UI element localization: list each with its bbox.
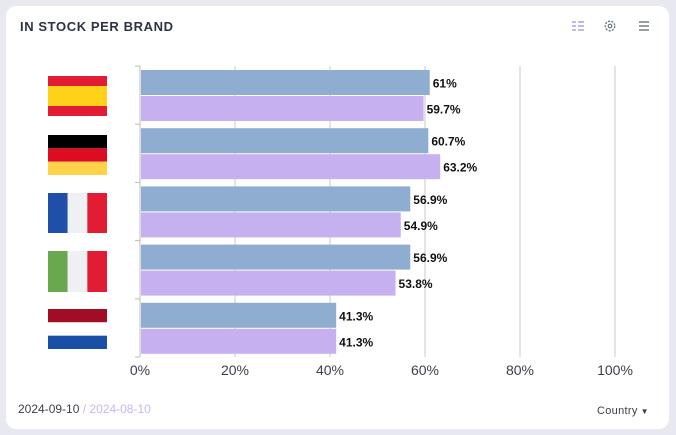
flag-stripe — [48, 135, 107, 149]
bar — [141, 96, 424, 121]
bar — [141, 302, 337, 328]
data-label: 54.9% — [404, 219, 438, 233]
dimension-dropdown[interactable]: Country ▼ — [597, 405, 649, 417]
bar — [141, 328, 337, 354]
flag-stripe — [48, 106, 107, 116]
flag-stripe — [67, 251, 88, 292]
spain-flag-icon — [48, 76, 107, 116]
date-separator: / — [82, 402, 87, 416]
bar — [141, 70, 430, 95]
bar-chart: 61% 59.7% 60.7% 63.2% 56.9% 54.9% 56.9% 53.8% 41… — [48, 65, 633, 378]
flag-stripe — [48, 76, 107, 86]
flag-stripe — [48, 322, 107, 336]
x-tick-label: 0% — [130, 362, 150, 378]
data-label: 60.7% — [431, 135, 465, 149]
hamburger-menu-icon[interactable] — [636, 18, 652, 34]
dimension-dropdown-label: Country — [597, 405, 638, 417]
previous-date: 2024-08-10 — [89, 402, 151, 416]
settings-gear-icon[interactable] — [602, 18, 618, 34]
x-tick-label: 80% — [506, 362, 534, 378]
current-date: 2024-09-10 — [18, 402, 80, 416]
bar — [141, 154, 441, 180]
x-tick-label: 100% — [597, 362, 633, 378]
germany-flag-icon — [48, 135, 107, 175]
x-tick-label: 40% — [316, 362, 344, 378]
flag-stripe — [48, 251, 68, 292]
flag-stripe — [48, 161, 107, 175]
x-tick-label: 20% — [221, 362, 249, 378]
bar — [141, 244, 411, 270]
italy-flag-icon — [48, 251, 107, 292]
data-label: 63.2% — [443, 161, 477, 175]
flag-stripe — [48, 86, 107, 106]
data-label: 41.3% — [339, 335, 373, 349]
flag-stripe — [87, 193, 107, 233]
flag-stripe — [87, 251, 107, 292]
flag-stripe — [48, 309, 107, 323]
bar — [141, 270, 396, 296]
data-label: 61% — [433, 77, 457, 91]
flag-stripe — [48, 148, 107, 162]
bar — [141, 186, 411, 212]
data-label: 59.7% — [427, 103, 461, 117]
list-view-icon[interactable] — [570, 18, 586, 34]
data-label: 53.8% — [399, 277, 433, 291]
flag-stripe — [48, 193, 68, 233]
chart-card: IN STOCK PER BRAND 61% 59.7% 60.7% 63.2% 56.… — [6, 6, 669, 429]
x-tick-label: 60% — [411, 362, 439, 378]
chevron-down-icon: ▼ — [640, 407, 649, 416]
netherlands-flag-icon — [48, 309, 107, 349]
data-label: 56.9% — [413, 193, 447, 207]
data-label: 56.9% — [413, 251, 447, 265]
date-range: 2024-09-10 / 2024-08-10 — [18, 402, 151, 416]
chart-title: IN STOCK PER BRAND — [20, 19, 174, 34]
france-flag-icon — [48, 193, 107, 233]
data-label: 41.3% — [339, 309, 373, 323]
bar — [141, 212, 401, 238]
flag-stripe — [48, 335, 107, 349]
bar — [141, 128, 429, 154]
flag-stripe — [67, 193, 88, 233]
